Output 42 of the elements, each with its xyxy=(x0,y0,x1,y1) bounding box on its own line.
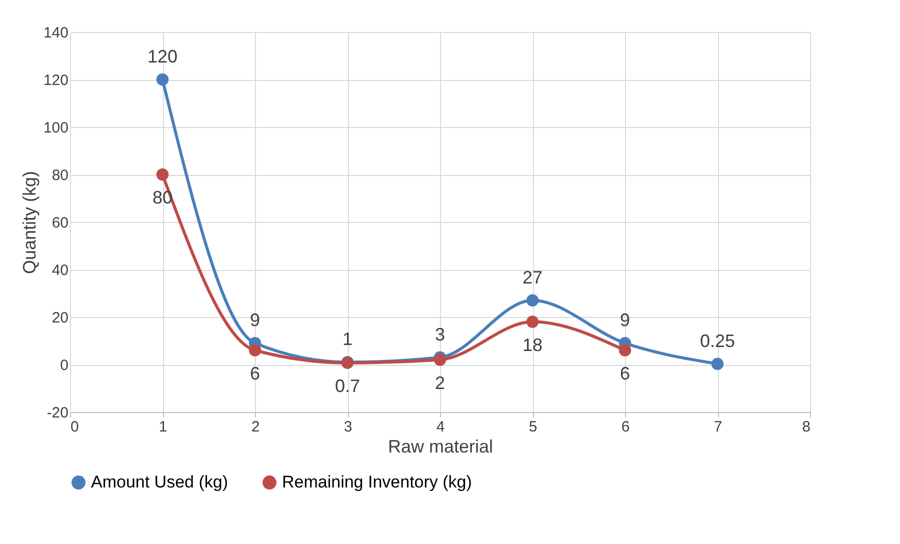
x-tick-label: 7 xyxy=(714,418,722,436)
x-tick-label: 5 xyxy=(528,418,538,436)
x-tick-label: 4 xyxy=(436,418,445,436)
x-tick-label: 2 xyxy=(251,418,260,436)
x-tick-label: 3 xyxy=(344,418,352,436)
data-label: 6 xyxy=(620,363,630,384)
point xyxy=(434,354,446,366)
data-label: 120 xyxy=(147,46,178,66)
point xyxy=(156,73,169,86)
x-axis-title: Raw material xyxy=(388,436,494,456)
y-tick-label: -20 xyxy=(46,404,68,422)
y-tick-label: 120 xyxy=(43,72,68,89)
point xyxy=(248,344,262,356)
data-label: 3 xyxy=(434,324,446,344)
x-tick-label: 8 xyxy=(802,418,810,436)
point xyxy=(156,168,169,181)
data-label: 9 xyxy=(620,310,630,330)
data-label: 27 xyxy=(522,267,543,288)
x-tick-label: 1 xyxy=(158,418,168,436)
data-label: 9 xyxy=(250,310,260,330)
data-label: 18 xyxy=(522,334,543,355)
data-label: 6 xyxy=(250,363,260,384)
y-tick-label: 140 xyxy=(43,24,68,42)
x-tick-label: 0 xyxy=(70,418,79,436)
point xyxy=(526,316,539,328)
point xyxy=(526,294,539,306)
y-tick-label: 60 xyxy=(52,214,68,232)
legend-label: Amount Used (kg) xyxy=(91,472,228,492)
data-label: 2 xyxy=(434,372,446,393)
point xyxy=(711,358,724,370)
y-tick-label: 40 xyxy=(52,262,68,279)
data-label: 0.25 xyxy=(700,330,736,351)
y-tick-label: 80 xyxy=(52,167,68,184)
y-tick-label: 100 xyxy=(43,120,68,136)
y-tick-label: 0 xyxy=(60,357,68,374)
x-tick-label: 6 xyxy=(621,418,630,436)
point xyxy=(618,344,632,356)
legend-label: Remaining Inventory (kg) xyxy=(282,472,472,492)
data-label: 0.7 xyxy=(334,376,360,396)
y-tick-label: 20 xyxy=(52,310,68,326)
data-label: 1 xyxy=(342,329,353,350)
y-axis-title: Quantity (kg) xyxy=(19,170,40,274)
